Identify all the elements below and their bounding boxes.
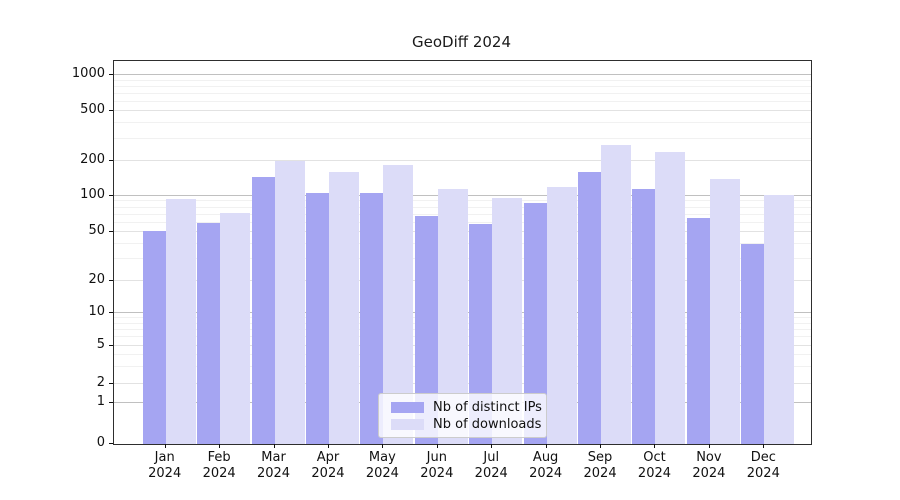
x-tick-mark — [545, 444, 547, 448]
y-axis-label-50: 50 — [88, 223, 105, 239]
y-tick-mark — [109, 74, 113, 76]
y-axis-label-2: 2 — [96, 374, 105, 390]
bar-may-2024-distinct-ips — [360, 193, 384, 444]
gridline — [114, 110, 811, 112]
x-axis-label-may: May 2024 — [365, 450, 399, 481]
bar-sep-2024-downloads — [601, 144, 632, 444]
x-tick-mark — [164, 444, 166, 448]
minor-gridline — [114, 85, 811, 87]
gridline — [114, 159, 811, 161]
bar-jan-2024-distinct-ips — [142, 231, 166, 444]
bar-sep-2024-distinct-ips — [578, 172, 602, 444]
bar-mar-2024-distinct-ips — [251, 177, 275, 444]
chart-title: GeoDiff 2024 — [411, 33, 512, 51]
y-tick-mark — [109, 443, 113, 444]
x-tick-mark — [382, 444, 384, 448]
y-tick-mark — [109, 159, 113, 161]
x-tick-mark — [436, 444, 438, 448]
x-axis-label-oct: Oct 2024 — [637, 450, 672, 481]
y-axis-label-200: 200 — [80, 151, 105, 167]
x-tick-mark — [273, 444, 275, 448]
bar-oct-2024-downloads — [655, 152, 686, 444]
x-axis-label-dec: Dec 2024 — [746, 450, 780, 481]
bar-feb-2024-distinct-ips — [197, 222, 221, 444]
y-tick-mark — [109, 110, 113, 112]
y-tick-mark — [109, 194, 113, 196]
x-tick-mark — [763, 444, 765, 448]
y-axis-label-100: 100 — [80, 186, 105, 202]
bar-aug-2024-downloads — [546, 186, 577, 444]
legend: Nb of distinct IPs Nb of downloads — [378, 393, 547, 438]
legend-swatch-distinct-ips-icon — [391, 402, 424, 413]
y-tick-mark — [109, 402, 113, 404]
bar-dec-2024-downloads — [764, 195, 795, 444]
minor-gridline — [114, 100, 811, 102]
y-axis-label-10: 10 — [88, 304, 105, 319]
y-tick-mark — [109, 382, 113, 384]
legend-label-downloads: Nb of downloads — [433, 417, 542, 432]
bar-jul-2024-distinct-ips — [469, 224, 493, 444]
y-tick-mark — [109, 312, 113, 313]
y-axis-label-0: 0 — [96, 435, 105, 450]
x-tick-mark — [327, 444, 329, 448]
x-tick-mark — [491, 444, 493, 448]
bar-nov-2024-distinct-ips — [686, 218, 710, 444]
x-axis-label-nov: Nov 2024 — [692, 450, 726, 481]
bar-dec-2024-distinct-ips — [741, 244, 765, 444]
x-axis-label-jan: Jan 2024 — [148, 450, 182, 481]
y-axis-label-1: 1 — [96, 394, 105, 410]
minor-gridline — [114, 79, 811, 81]
y-axis-label-20: 20 — [88, 271, 105, 287]
y-tick-mark — [109, 279, 113, 281]
y-axis-label-1000: 1000 — [71, 66, 105, 82]
x-axis-label-mar: Mar 2024 — [256, 450, 291, 481]
x-axis-label-apr: Apr 2024 — [311, 450, 345, 481]
minor-gridline — [114, 92, 811, 94]
bar-nov-2024-downloads — [709, 178, 740, 444]
x-axis-label-feb: Feb 2024 — [202, 450, 236, 481]
bar-oct-2024-distinct-ips — [632, 188, 656, 444]
legend-item-distinct-ips: Nb of distinct IPs — [391, 400, 542, 415]
bar-jun-2024-distinct-ips — [414, 216, 438, 444]
y-axis-label-5: 5 — [96, 336, 105, 352]
x-axis-label-aug: Aug 2024 — [529, 450, 563, 481]
y-axis-label-500: 500 — [80, 102, 105, 118]
bar-mar-2024-downloads — [274, 160, 305, 444]
legend-label-distinct-ips: Nb of distinct IPs — [433, 400, 542, 415]
bar-apr-2024-downloads — [328, 172, 359, 444]
x-axis-label-sep: Sep 2024 — [583, 450, 617, 481]
bar-jan-2024-downloads — [165, 198, 196, 444]
bar-aug-2024-distinct-ips — [523, 203, 547, 444]
plot-area — [113, 60, 812, 445]
x-axis-label-jul: Jul 2024 — [474, 450, 508, 481]
bar-apr-2024-distinct-ips — [305, 193, 329, 444]
major-gridline — [114, 74, 811, 76]
y-tick-mark — [109, 344, 113, 346]
legend-swatch-downloads-icon — [391, 419, 424, 430]
minor-gridline — [114, 137, 811, 139]
legend-item-downloads: Nb of downloads — [391, 417, 541, 432]
x-tick-mark — [600, 444, 602, 448]
x-axis-label-jun: Jun 2024 — [420, 450, 454, 481]
x-tick-mark — [708, 444, 710, 448]
x-tick-mark — [654, 444, 656, 448]
y-tick-mark — [109, 231, 113, 233]
minor-gridline — [114, 122, 811, 124]
bar-feb-2024-downloads — [220, 213, 251, 444]
x-tick-mark — [219, 444, 221, 448]
